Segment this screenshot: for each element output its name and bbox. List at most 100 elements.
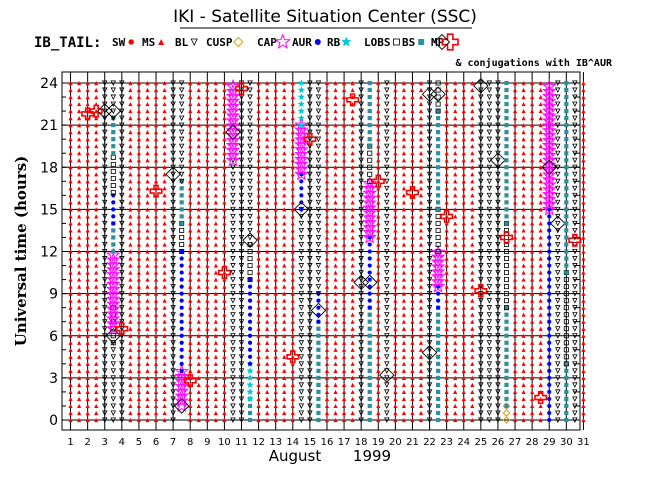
- data-point-ms: [256, 235, 261, 240]
- data-point-ms: [145, 242, 150, 247]
- data-point-ms: [461, 354, 466, 359]
- data-point-ms: [76, 403, 82, 409]
- data-point-bs: [436, 347, 441, 352]
- data-point-bl: [110, 115, 117, 122]
- data-point-ms: [68, 403, 73, 409]
- data-point-ms: [136, 158, 142, 163]
- data-point-lobs: [435, 213, 441, 219]
- data-point-cap: [541, 162, 557, 177]
- data-point-ms: [282, 130, 287, 135]
- data-point-ms: [153, 354, 159, 359]
- data-point-ms: [145, 123, 150, 128]
- data-point-ms: [68, 270, 73, 275]
- data-point-ms: [282, 94, 287, 100]
- conjunction-marker: [105, 103, 122, 119]
- data-point-ms: [444, 347, 449, 352]
- data-point-ms: [196, 403, 201, 409]
- data-point-aur: [367, 277, 372, 282]
- data-point-bs: [564, 214, 569, 219]
- magnetopause-crossing: [217, 266, 231, 280]
- data-point-ms: [222, 172, 227, 177]
- data-point-ms: [530, 101, 535, 107]
- data-point-lobs: [179, 234, 185, 240]
- data-point-ms: [128, 186, 133, 191]
- data-point-ms: [290, 312, 295, 317]
- data-point-ms: [145, 305, 150, 310]
- data-point-ms: [94, 396, 99, 402]
- data-point-ms: [162, 403, 167, 409]
- data-point-ms: [265, 382, 270, 387]
- data-point-ms: [324, 347, 330, 352]
- data-point-ms: [324, 368, 330, 373]
- data-point-bl: [170, 143, 176, 150]
- data-point-ms: [401, 333, 407, 338]
- data-point-ms: [470, 256, 475, 261]
- data-point-cap: [541, 142, 557, 157]
- data-point-ms: [350, 228, 355, 233]
- data-point-ms: [444, 172, 449, 177]
- data-point-bs: [504, 389, 509, 395]
- data-point-ms: [376, 361, 381, 366]
- data-point-bl: [307, 157, 313, 164]
- data-point-ms: [333, 389, 338, 395]
- data-point-ms: [153, 375, 159, 380]
- data-point-bl: [307, 382, 313, 388]
- data-point-bl: [384, 241, 390, 248]
- data-point-ms: [393, 116, 398, 121]
- data-point-bs: [504, 214, 509, 219]
- data-point-ms: [282, 179, 287, 184]
- data-point-cap: [541, 88, 557, 103]
- data-point-bl: [298, 227, 305, 234]
- data-point-ms: [453, 179, 458, 184]
- data-point-ms: [256, 291, 261, 296]
- data-point-ms: [196, 396, 201, 402]
- data-point-aur: [179, 263, 184, 268]
- data-point-ms: [401, 214, 407, 219]
- data-point-cap: [105, 252, 121, 267]
- data-point-bl: [101, 143, 108, 150]
- data-point-ms: [538, 410, 543, 416]
- data-point-ms: [453, 214, 458, 219]
- data-point-ms: [538, 108, 543, 114]
- data-point-ms: [282, 417, 287, 423]
- data-point-ms: [222, 291, 227, 296]
- data-point-ms: [128, 214, 133, 219]
- data-point-ms: [376, 80, 381, 86]
- data-point-ms: [333, 396, 338, 402]
- data-point-ms: [581, 298, 586, 303]
- data-point-ms: [410, 172, 415, 177]
- data-point-rb: [246, 388, 254, 395]
- data-point-ms: [530, 333, 535, 338]
- data-point-bl: [572, 361, 578, 367]
- data-point-ms: [453, 186, 458, 191]
- data-point-ms: [265, 186, 270, 191]
- data-point-bl: [486, 248, 493, 255]
- data-point-ms: [68, 326, 73, 331]
- data-point-bl: [119, 403, 125, 409]
- data-point-ms: [393, 193, 398, 198]
- data-point-ms: [530, 207, 535, 212]
- data-point-ms: [538, 200, 543, 205]
- data-point-lobs: [503, 248, 509, 254]
- data-point-bs: [367, 116, 372, 121]
- data-point-ms: [324, 242, 330, 247]
- data-point-ms: [521, 382, 526, 387]
- data-point-ms: [256, 333, 261, 338]
- data-point-bl: [555, 270, 561, 276]
- data-point-bl: [486, 340, 493, 346]
- data-point-ms: [205, 263, 210, 268]
- data-point-bl: [170, 347, 176, 353]
- data-point-bs: [504, 221, 509, 226]
- data-point-ms: [333, 361, 338, 366]
- data-point-ms: [418, 137, 424, 142]
- data-point-cap: [105, 266, 121, 281]
- data-point-ms: [376, 410, 381, 416]
- conjunction-marker: [549, 215, 566, 232]
- data-point-cap: [174, 363, 189, 378]
- data-point-ms: [376, 186, 381, 191]
- data-point-bl: [170, 326, 176, 332]
- data-point-ms: [530, 256, 535, 261]
- data-point-ms: [265, 291, 270, 296]
- data-point-bs: [436, 116, 441, 121]
- data-point-ms: [470, 228, 475, 233]
